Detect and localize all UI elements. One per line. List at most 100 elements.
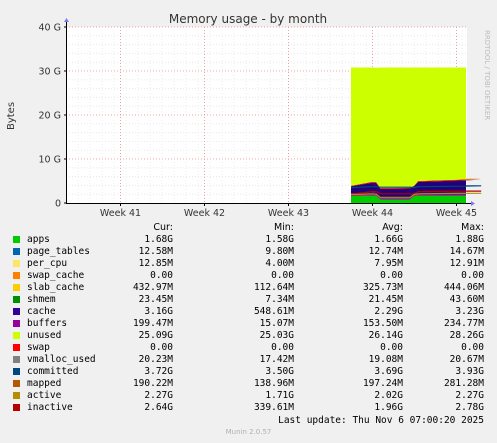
legend-cur: 23.45M	[138, 294, 173, 305]
legend-cur: 12.58M	[138, 246, 173, 257]
legend-avg: 0.00	[380, 270, 403, 281]
legend-avg: 197.24M	[362, 378, 403, 389]
legend-max: 3.23G	[455, 306, 484, 317]
legend-min: 4.00M	[265, 258, 294, 269]
legend-name: swap_cache	[27, 270, 85, 281]
legend-cur: 2.27G	[144, 390, 173, 401]
legend-name: mapped	[27, 378, 62, 389]
legend-swatch	[13, 284, 20, 291]
legend-swatch	[13, 320, 20, 327]
legend-min: 17.42M	[259, 354, 294, 365]
legend-max: 28.26G	[449, 330, 484, 341]
legend-max: 43.60M	[449, 294, 484, 305]
legend-header: Cur: Min: Avg: Max:	[0, 222, 497, 234]
legend-name: buffers	[27, 318, 68, 329]
x-tick-label: Week 44	[352, 208, 393, 219]
legend-min: 1.58G	[265, 234, 294, 245]
legend-row-cache: cache 3.16G 548.61M 2.29G 3.23G	[0, 306, 497, 318]
munin-version: Munin 2.0.57	[225, 428, 272, 436]
legend-swatch	[13, 368, 20, 375]
legend-max: 2.27G	[455, 390, 484, 401]
legend-row-mapped: mapped 190.22M 138.96M 197.24M 281.28M	[0, 378, 497, 390]
legend-min: 138.96M	[253, 378, 294, 389]
legend-name: swap	[27, 342, 50, 353]
legend-min: 7.34M	[265, 294, 294, 305]
legend-row-page_tables: page_tables 12.58M 9.80M 12.74M 14.67M	[0, 246, 497, 258]
area-unused	[351, 67, 482, 188]
legend-min: 0.00	[271, 270, 294, 281]
area-buffers	[351, 178, 482, 189]
legend-avg: 1.96G	[374, 402, 403, 413]
legend-avg: 7.95M	[374, 258, 403, 269]
legend-avg: 26.14G	[368, 330, 403, 341]
legend-min: 548.61M	[253, 306, 294, 317]
overlay-lines	[350, 185, 482, 199]
legend-avg: 153.50M	[362, 318, 403, 329]
legend-swatch	[13, 236, 20, 243]
legend-row-swap_cache: swap_cache 0.00 0.00 0.00 0.00	[0, 270, 497, 282]
line-inactive	[350, 190, 482, 195]
legend-cur: 432.97M	[132, 282, 173, 293]
legend-avg: 0.00	[380, 342, 403, 353]
y-tick-label: 20 G	[39, 111, 61, 122]
legend-name: per_cpu	[27, 258, 68, 269]
legend-min: 25.03G	[259, 330, 294, 341]
y-tick-label: 40 G	[39, 23, 61, 34]
legend-cur: 199.47M	[132, 318, 173, 329]
legend-swatch	[13, 332, 20, 339]
legend-row-unused: unused 25.09G 25.03G 26.14G 28.26G	[0, 330, 497, 342]
legend-name: inactive	[27, 402, 73, 413]
legend-row-active: active 2.27G 1.71G 2.02G 2.27G	[0, 390, 497, 402]
legend-name: active	[27, 390, 62, 401]
area-shmem	[351, 193, 482, 200]
y-tick-label: 10 G	[39, 155, 61, 166]
legend-cur: 1.68G	[144, 234, 173, 245]
legend-max: 2.78G	[455, 402, 484, 413]
y-tick-label: 30 G	[39, 67, 61, 78]
legend-swatch	[13, 356, 20, 363]
legend-swatch	[13, 260, 20, 267]
legend-header-avg: Avg:	[382, 222, 403, 233]
axes: 0 10 G 20 G 30 G 40 G Week 41 Week 42 Week 43 We…	[39, 18, 477, 219]
y-tick-label: 0	[55, 199, 61, 210]
legend-max: 20.67M	[449, 354, 484, 365]
legend-cur: 2.64G	[144, 402, 173, 413]
legend-avg: 325.73M	[362, 282, 403, 293]
line-active	[350, 192, 482, 199]
legend-max: 1.88G	[455, 234, 484, 245]
legend-swatch	[13, 344, 20, 351]
legend-swatch	[13, 404, 20, 411]
legend-row-slab_cache: slab_cache 432.97M 112.64M 325.73M 444.06M	[0, 282, 497, 294]
legend-name: apps	[27, 234, 50, 245]
legend-max: 234.77M	[443, 318, 484, 329]
x-axis-arrow	[471, 201, 475, 206]
legend-cur: 20.23M	[138, 354, 173, 365]
legend-row-swap: swap 0.00 0.00 0.00 0.00	[0, 342, 497, 354]
legend-name: slab_cache	[27, 282, 85, 293]
x-tick-label: Week 43	[268, 208, 309, 219]
legend-header-min: Min:	[273, 222, 294, 233]
legend-swatch	[13, 380, 20, 387]
legend-cur: 12.85M	[138, 258, 173, 269]
legend-avg: 3.69G	[374, 366, 403, 377]
legend-header-max: Max:	[461, 222, 484, 233]
memory-chart: Memory usage - by month Bytes RRDTOOL / …	[6, 12, 491, 219]
legend-max: 0.00	[461, 342, 484, 353]
legend-min: 15.07M	[259, 318, 294, 329]
legend-swatch	[13, 248, 20, 255]
legend-row-vmalloc_used: vmalloc_used 20.23M 17.42M 19.08M 20.67M	[0, 354, 497, 366]
legend-max: 14.67M	[449, 246, 484, 257]
x-tick-label: Week 45	[436, 208, 477, 219]
legend-cur: 3.72G	[144, 366, 173, 377]
last-update: Last update: Thu Nov 6 07:00:20 2025	[278, 415, 484, 426]
legend-swatch	[13, 296, 20, 303]
legend-row-shmem: shmem 23.45M 7.34M 21.45M 43.60M	[0, 294, 497, 306]
x-tick-label: Week 42	[184, 208, 225, 219]
legend-max: 444.06M	[443, 282, 484, 293]
legend-cur: 190.22M	[132, 378, 173, 389]
y-axis-label: Bytes	[6, 102, 17, 130]
legend-cur: 0.00	[150, 342, 173, 353]
legend-min: 3.50G	[265, 366, 294, 377]
y-axis-arrow	[64, 18, 69, 22]
legend-min: 339.61M	[253, 402, 294, 413]
